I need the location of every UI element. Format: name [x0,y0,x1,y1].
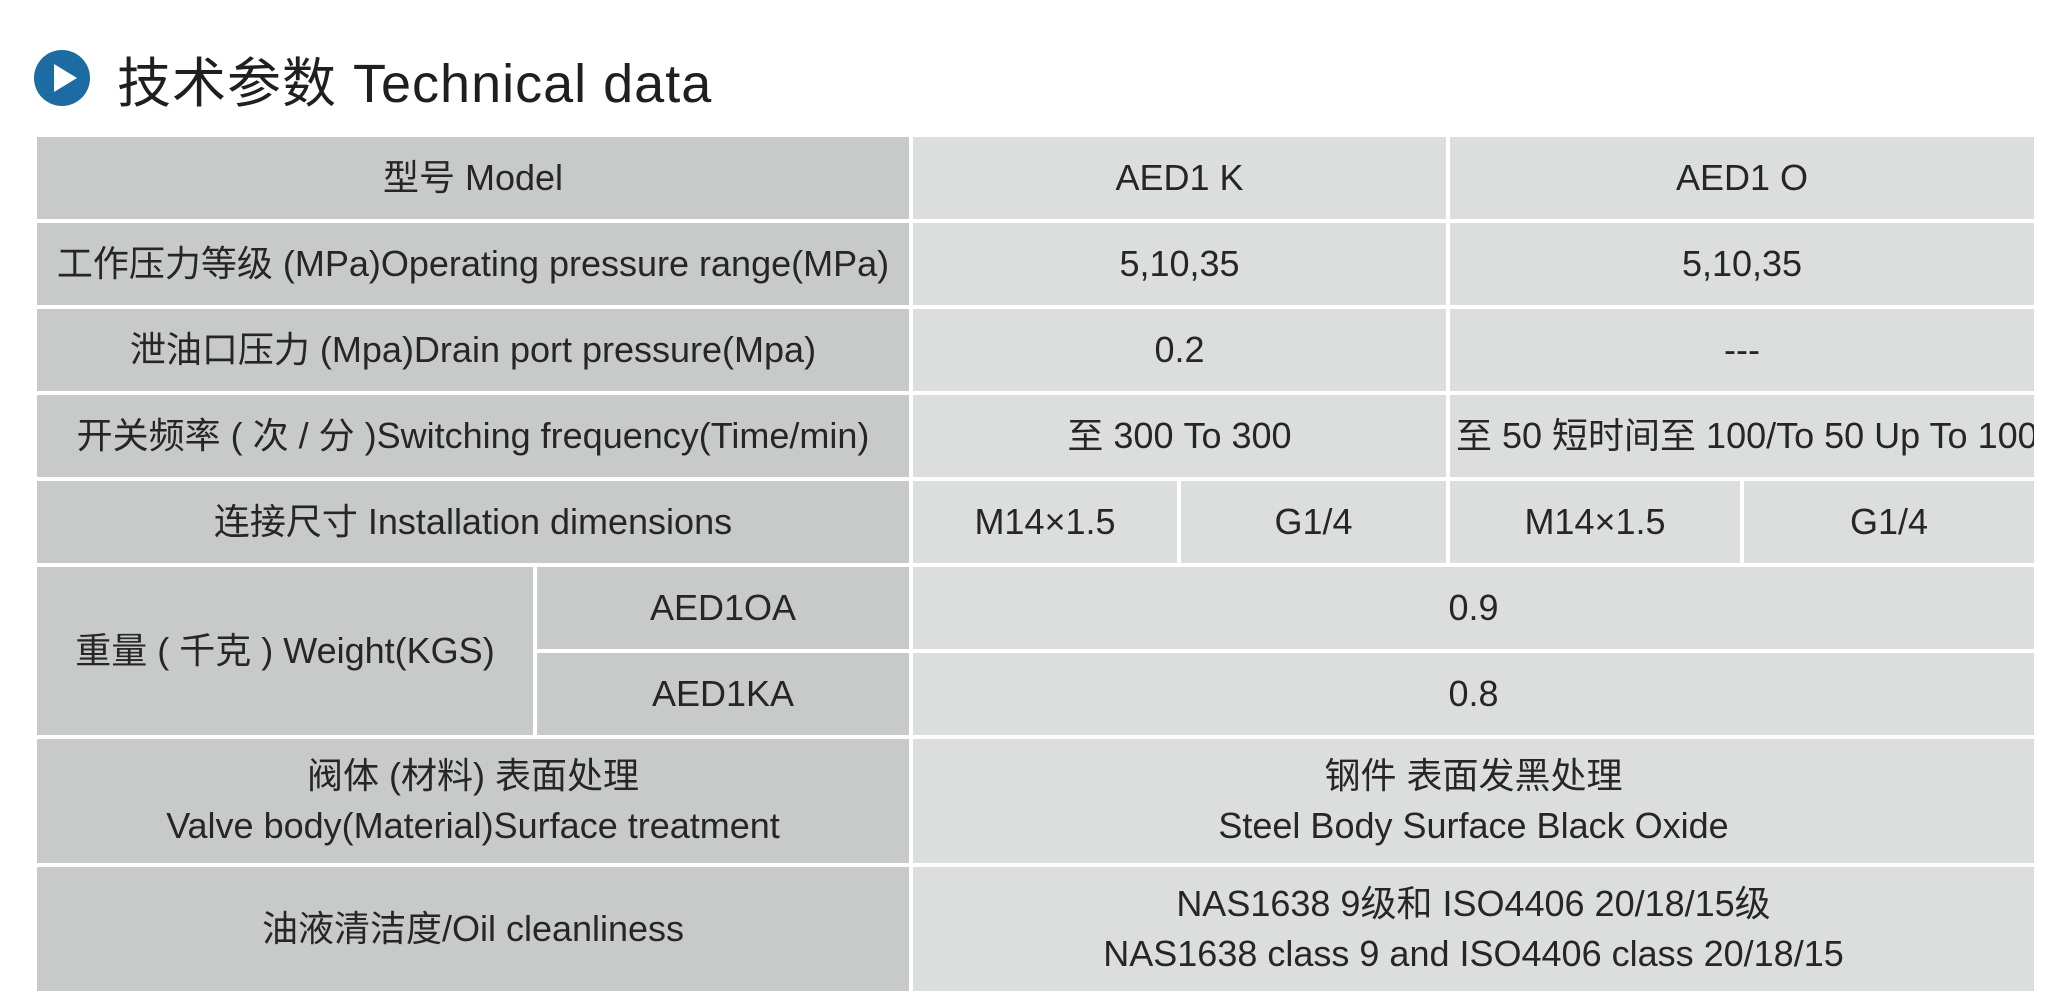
model-aed1o: AED1 O [1445,133,2039,223]
row-weight-aed1oa: 重量 ( 千克 ) Weight(KGS) AED1OA 0.9 [33,563,2039,739]
drain-pressure-label: 泄油口压力 (Mpa)Drain port pressure(Mpa) [33,305,913,395]
model-label: 型号 Model [33,133,913,223]
operating-pressure-aed1k: 5,10,35 [909,219,1450,309]
surface-treatment-label: 阀体 (材料) 表面处理 Valve body(Material)Surface… [33,735,913,867]
installation-aed1o-g14: G1/4 [1739,477,2039,567]
switching-frequency-aed1o: 至 50 短时间至 100/To 50 Up To 100 [1445,391,2039,481]
cleanliness-value-en: NAS1638 class 9 and ISO4406 class 20/18/… [1103,933,1844,974]
weight-value-aed1oa: 0.9 [908,563,2039,653]
installation-aed1o-m14: M14×1.5 [1446,477,1744,567]
row-model: 型号 Model AED1 K AED1 O [33,133,2039,223]
surface-value-cn: 钢件 表面发黑处理 [1324,755,1623,796]
weight-label: 重量 ( 千克 ) Weight(KGS) [33,563,537,739]
section-heading: 技术参数 Technical data [33,38,712,118]
technical-data-table: 型号 Model AED1 K AED1 O 工作压力等级 (MPa)Opera… [33,133,2039,995]
oil-cleanliness-value: NAS1638 9级和 ISO4406 20/18/15级 NAS1638 cl… [908,863,2039,995]
surface-treatment-value: 钢件 表面发黑处理 Steel Body Surface Black Oxide [908,735,2039,867]
row-drain-pressure: 泄油口压力 (Mpa)Drain port pressure(Mpa) 0.2 … [33,305,2039,395]
installation-aed1k-m14: M14×1.5 [909,477,1181,567]
installation-label: 连接尺寸 Installation dimensions [33,477,913,567]
oil-cleanliness-label: 油液清洁度/Oil cleanliness [33,863,913,995]
play-circle-icon [34,50,90,106]
operating-pressure-aed1o: 5,10,35 [1445,219,2039,309]
drain-pressure-aed1o: --- [1445,305,2039,395]
surface-label-cn: 阀体 (材料) 表面处理 [307,755,639,796]
operating-pressure-label: 工作压力等级 (MPa)Operating pressure range(MPa… [33,219,913,309]
row-operating-pressure: 工作压力等级 (MPa)Operating pressure range(MPa… [33,219,2039,309]
switching-frequency-aed1k: 至 300 To 300 [909,391,1450,481]
row-switching-frequency: 开关频率 ( 次 / 分 )Switching frequency(Time/m… [33,391,2039,481]
weight-model-aed1ka: AED1KA [533,649,913,739]
row-oil-cleanliness: 油液清洁度/Oil cleanliness NAS1638 9级和 ISO440… [33,863,2039,995]
switching-frequency-label: 开关频率 ( 次 / 分 )Switching frequency(Time/m… [33,391,913,481]
drain-pressure-aed1k: 0.2 [909,305,1450,395]
weight-value-aed1ka: 0.8 [908,649,2039,739]
surface-label-en: Valve body(Material)Surface treatment [166,805,780,846]
installation-aed1k-g14: G1/4 [1177,477,1450,567]
section-title: 技术参数 Technical data [117,53,713,114]
row-installation: 连接尺寸 Installation dimensions M14×1.5 G1/… [33,477,2039,567]
row-weight-aed1ka: AED1KA 0.8 [35,649,2039,739]
weight-model-aed1oa: AED1OA [533,563,913,653]
model-aed1k: AED1 K [909,133,1450,223]
cleanliness-value-cn: NAS1638 9级和 ISO4406 20/18/15级 [1176,883,1771,924]
surface-value-en: Steel Body Surface Black Oxide [1218,805,1729,846]
row-surface-treatment: 阀体 (材料) 表面处理 Valve body(Material)Surface… [33,735,2039,867]
